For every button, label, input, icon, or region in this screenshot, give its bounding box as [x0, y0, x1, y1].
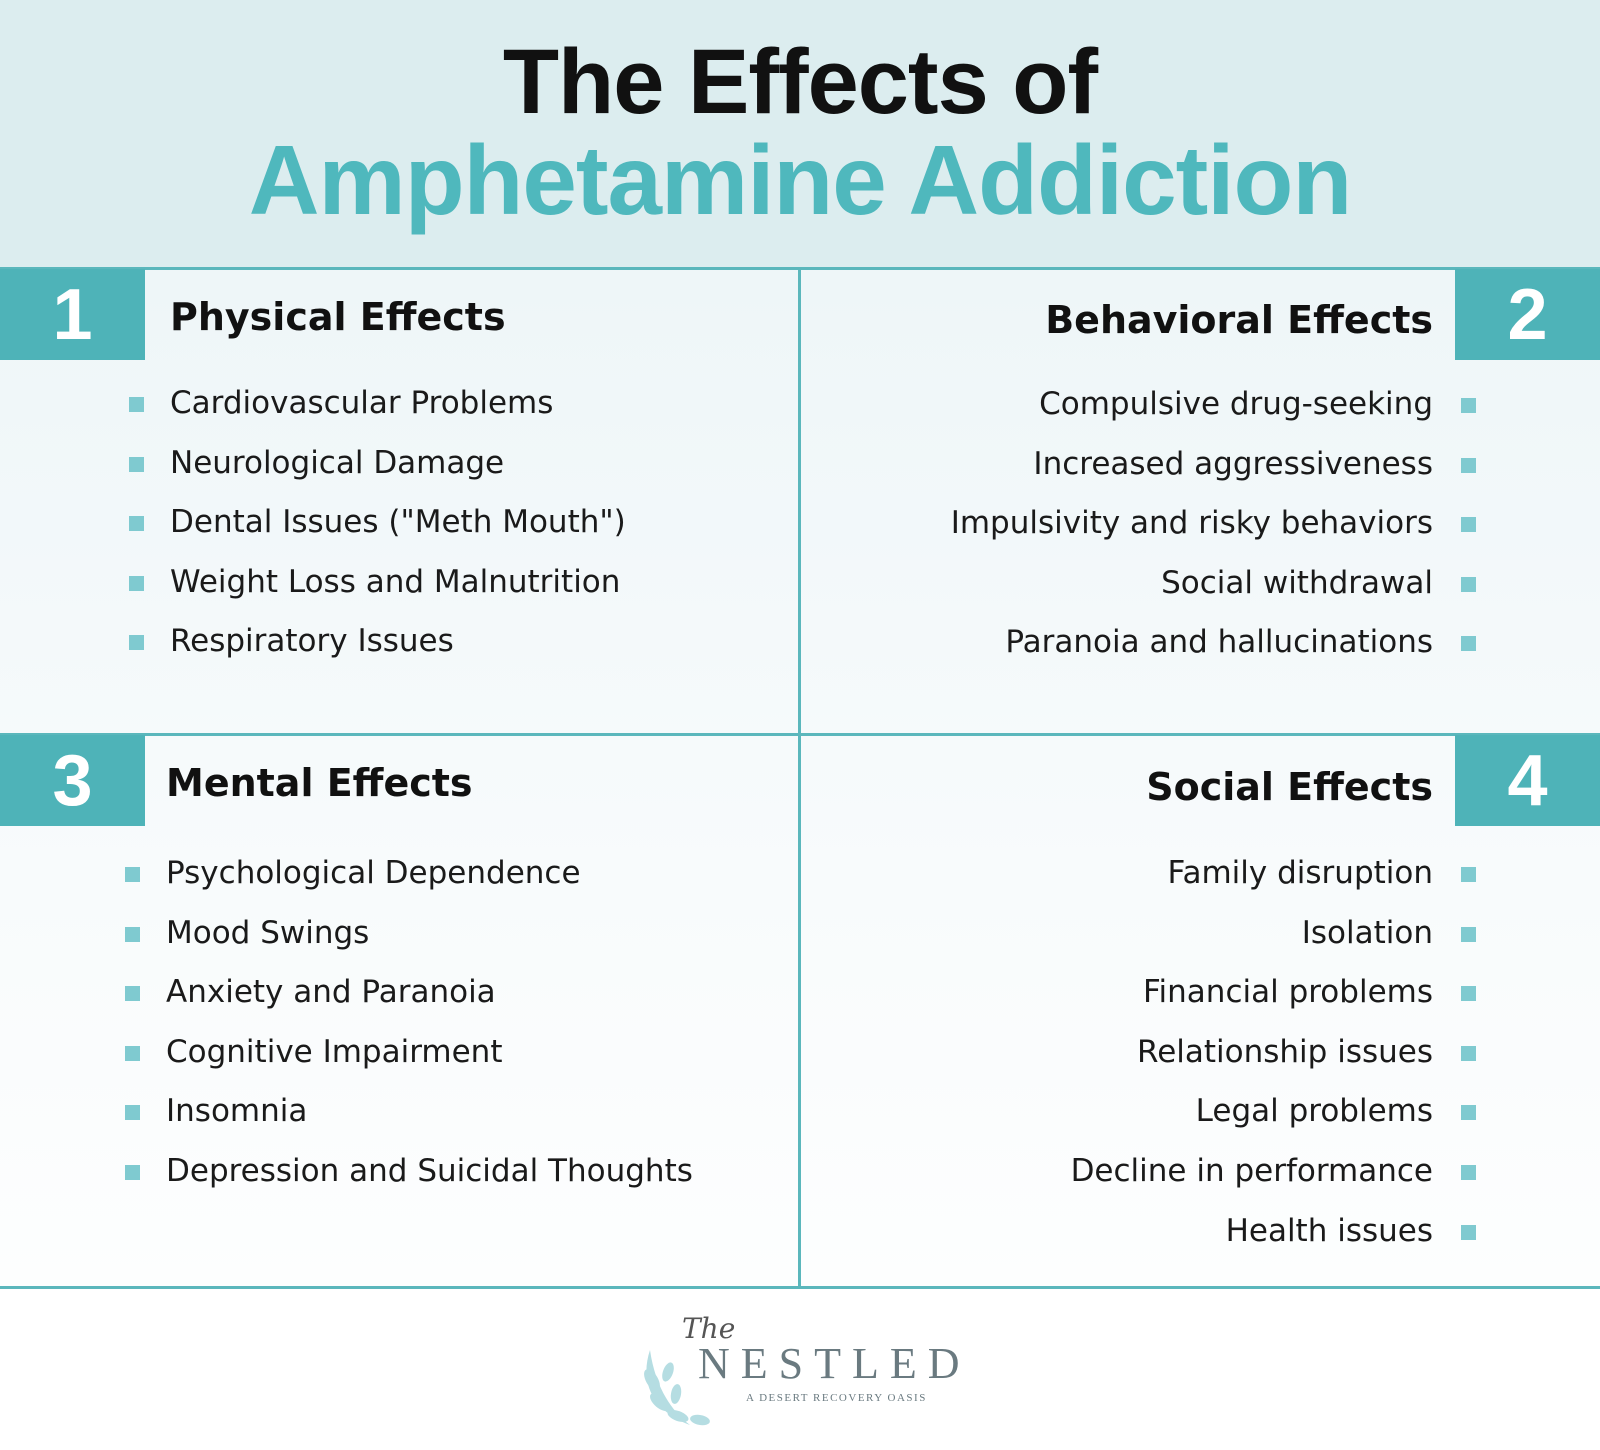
list-item: Cardiovascular Problems: [129, 374, 729, 434]
list-item: Decline in performance: [836, 1142, 1476, 1202]
logo: The NESTLED A DESERT RECOVERY OASIS: [630, 1310, 970, 1440]
item-text: Health issues: [1225, 1212, 1433, 1249]
bullet: [125, 1105, 140, 1121]
list-item: Increased aggressiveness: [836, 435, 1476, 495]
bullet: [125, 986, 140, 1002]
logo-leaves: [644, 1350, 710, 1426]
item-text: Cognitive Impairment: [166, 1033, 503, 1070]
item-text: Neurological Damage: [170, 444, 505, 481]
logo-name: NESTLED: [698, 1339, 971, 1388]
item-text: Social withdrawal: [1161, 564, 1433, 601]
list-item: Psychological Dependence: [125, 844, 725, 904]
item-text: Cardiovascular Problems: [170, 385, 554, 421]
item-text: Anxiety and Paranoia: [166, 974, 496, 1011]
item-text: Decline in performance: [1070, 1152, 1433, 1189]
item-text: Relationship issues: [1137, 1033, 1433, 1070]
item-text: Mood Swings: [166, 914, 370, 951]
item-text: Impulsivity and risky behaviors: [950, 505, 1433, 542]
bullet: [125, 926, 140, 942]
item-list: Psychological Dependence Mood Swings Anxie…: [125, 844, 725, 1202]
bullet: [129, 516, 144, 532]
item-text: Increased aggressiveness: [1033, 445, 1433, 482]
list-item: Cognitive Impairment: [125, 1023, 725, 1083]
section-title: Physical Effects: [170, 295, 506, 339]
logo-tagline: A DESERT RECOVERY OASIS: [746, 1392, 927, 1404]
item-list: Family disruption Isolation Financial prob…: [836, 844, 1476, 1261]
list-item: Health issues: [836, 1202, 1476, 1262]
section-number: 2: [1455, 269, 1600, 360]
bullet: [129, 397, 144, 412]
item-text: Insomnia: [166, 1093, 308, 1130]
item-text: Isolation: [1301, 914, 1433, 951]
bullet: [1461, 986, 1476, 1002]
item-text: Weight Loss and Malnutrition: [170, 563, 621, 600]
bullet: [125, 1045, 140, 1061]
list-item: Compulsive drug-seeking: [836, 375, 1476, 435]
bullet: [125, 867, 140, 882]
item-list: Compulsive drug-seeking Increased aggress…: [836, 375, 1476, 673]
list-item: Impulsivity and risky behaviors: [836, 494, 1476, 554]
item-text: Depression and Suicidal Thoughts: [166, 1152, 693, 1189]
bullet: [1461, 1045, 1476, 1061]
item-text: Psychological Dependence: [166, 855, 581, 891]
title-line2: Amphetamine Addiction: [248, 125, 1352, 235]
section-number: 3: [0, 735, 145, 826]
list-item: Paranoia and hallucinations: [836, 613, 1476, 673]
bullet: [1461, 517, 1476, 533]
item-text: Dental Issues ("Meth Mouth"): [170, 504, 626, 541]
item-text: Legal problems: [1195, 1093, 1433, 1130]
bullet: [1461, 636, 1476, 652]
section-title: Social Effects: [1146, 765, 1433, 809]
header: The Effects of Amphetamine Addiction: [0, 0, 1600, 269]
list-item: Anxiety and Paranoia: [125, 963, 725, 1023]
section-number: 4: [1455, 735, 1600, 826]
item-text: Respiratory Issues: [170, 623, 454, 660]
section-title: Mental Effects: [166, 761, 473, 805]
bullet: [1461, 1105, 1476, 1121]
title-line1: The Effects of: [502, 31, 1098, 133]
bullet: [125, 1164, 140, 1180]
divider: [798, 269, 801, 1288]
list-item: Social withdrawal: [836, 554, 1476, 614]
item-text: Financial problems: [1142, 974, 1433, 1011]
bullet: [1461, 398, 1476, 413]
list-item: Isolation: [836, 904, 1476, 964]
list-item: Neurological Damage: [129, 434, 729, 494]
list-item: Respiratory Issues: [129, 612, 729, 672]
list-item: Legal problems: [836, 1082, 1476, 1142]
bullet: [1461, 1224, 1476, 1240]
section-number: 1: [0, 269, 145, 360]
logo-script: The: [682, 1312, 736, 1345]
bullet: [1461, 457, 1476, 473]
item-text: Paranoia and hallucinations: [1005, 624, 1433, 661]
list-item: Depression and Suicidal Thoughts: [125, 1142, 725, 1202]
divider: [0, 267, 1600, 270]
bullet: [129, 575, 144, 591]
list-item: Mood Swings: [125, 904, 725, 964]
list-item: Family disruption: [836, 844, 1476, 904]
bullet: [1461, 576, 1476, 592]
bullet: [1461, 1164, 1476, 1180]
list-item: Dental Issues ("Meth Mouth"): [129, 493, 729, 553]
item-list: Cardiovascular Problems Neurological Dama…: [129, 374, 729, 672]
list-item: Financial problems: [836, 963, 1476, 1023]
section-title: Behavioral Effects: [1045, 298, 1433, 342]
list-item: Weight Loss and Malnutrition: [129, 553, 729, 613]
bullet: [1461, 867, 1476, 882]
list-item: Insomnia: [125, 1082, 725, 1142]
bullet: [129, 456, 144, 472]
item-text: Compulsive drug-seeking: [1039, 386, 1433, 422]
list-item: Relationship issues: [836, 1023, 1476, 1083]
item-text: Family disruption: [1167, 855, 1434, 891]
bullet: [129, 635, 144, 651]
bullet: [1461, 926, 1476, 942]
